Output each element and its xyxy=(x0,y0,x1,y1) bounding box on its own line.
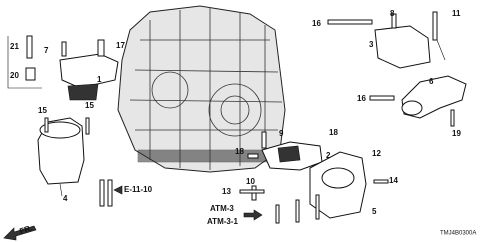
front-arrow xyxy=(3,225,37,241)
callout: 18 xyxy=(329,128,338,137)
callout: 13 xyxy=(222,187,231,196)
reference: ATM-3-1 xyxy=(207,217,239,226)
callout: 18 xyxy=(235,147,244,156)
diagram-code: TMJ4B0300A xyxy=(440,231,476,237)
callout: 8 xyxy=(390,9,395,18)
callout: 17 xyxy=(116,41,125,50)
callout: 4 xyxy=(63,194,68,203)
callout: 14 xyxy=(389,176,398,185)
reference-arrow xyxy=(243,209,263,221)
transmission-mount-5 xyxy=(275,151,389,224)
callout: 7 xyxy=(44,46,49,55)
callout: 20 xyxy=(10,71,19,80)
reference: ATM-3 xyxy=(210,204,234,213)
callout: 6 xyxy=(429,77,434,86)
callout: 16 xyxy=(357,94,366,103)
bracket-box xyxy=(7,35,42,89)
direction-label: FR. xyxy=(18,223,33,236)
engine-mount-4 xyxy=(37,117,90,197)
bolts xyxy=(99,179,123,207)
callout: 5 xyxy=(372,207,377,216)
callout: 15 xyxy=(85,101,94,110)
callout: 9 xyxy=(279,129,284,138)
callout: 19 xyxy=(452,129,461,138)
callout: 1 xyxy=(97,75,102,84)
mount-bracket-2 xyxy=(239,131,323,201)
callout: 2 xyxy=(326,151,331,160)
engine-assembly xyxy=(117,5,286,173)
callout: 11 xyxy=(452,9,461,18)
callout: 21 xyxy=(10,42,19,51)
mount-bracket-1 xyxy=(59,39,119,101)
mount-bracket-3 xyxy=(327,11,446,69)
callout: 12 xyxy=(372,149,381,158)
callout: 3 xyxy=(369,40,374,49)
reference: E-11-10 xyxy=(124,185,153,194)
callout: 15 xyxy=(38,106,47,115)
torque-rod-6 xyxy=(369,75,467,127)
callout: 16 xyxy=(312,19,321,28)
callout: 10 xyxy=(246,177,255,186)
